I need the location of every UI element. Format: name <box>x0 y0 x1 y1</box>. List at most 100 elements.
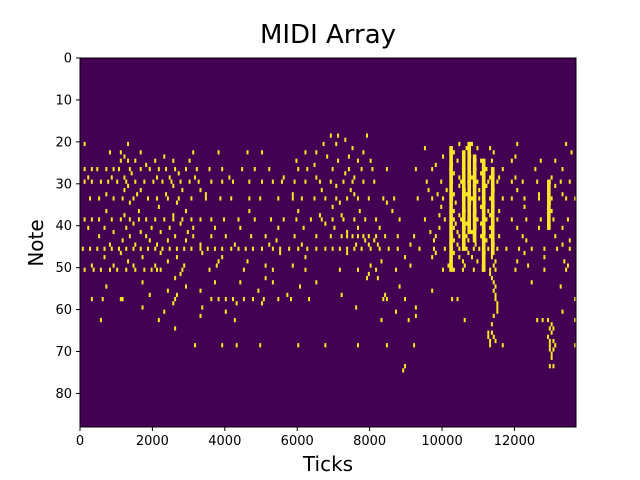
x-tick-label: 10000 <box>421 434 462 449</box>
note-cell <box>371 167 374 172</box>
note-cell <box>105 284 108 289</box>
note-cell <box>489 338 492 344</box>
note-cell <box>366 276 369 281</box>
note-cell <box>141 305 144 310</box>
note-cell <box>465 146 468 151</box>
note-cell <box>304 267 307 272</box>
note-cell <box>461 167 464 172</box>
note-cell <box>112 229 115 235</box>
note-cell <box>443 217 446 222</box>
note-cell <box>480 204 483 209</box>
note-cell <box>201 305 204 310</box>
note-cell <box>463 317 466 323</box>
note-cell <box>568 179 571 184</box>
note-cell <box>394 309 397 314</box>
note-cell <box>452 238 455 243</box>
note-cell <box>387 246 390 251</box>
note-cell <box>492 242 495 247</box>
note-cell <box>179 271 182 277</box>
y-tick-label: 80 <box>55 387 72 402</box>
note-cell <box>337 133 340 138</box>
note-cell <box>366 133 369 138</box>
note-cell <box>394 267 397 272</box>
note-cell <box>353 192 356 197</box>
note-cell <box>148 238 151 243</box>
note-cell <box>552 347 555 352</box>
note-cell <box>442 267 445 272</box>
note-cell <box>574 297 577 302</box>
note-cell <box>478 246 481 251</box>
note-cell <box>467 250 470 256</box>
note-cell <box>137 208 140 214</box>
note-cell <box>505 246 508 251</box>
note-cell <box>237 217 240 222</box>
note-cell <box>523 196 526 201</box>
note-cell <box>550 196 553 201</box>
note-cell <box>174 167 177 172</box>
note-cell <box>246 259 249 264</box>
note-cell <box>548 347 551 352</box>
note-cell <box>355 305 358 310</box>
note-cell <box>565 267 568 272</box>
note-cell <box>373 238 376 243</box>
note-cell <box>259 343 262 348</box>
note-cell <box>90 263 93 268</box>
note-cell <box>244 246 247 251</box>
note-cell <box>501 196 504 201</box>
note-cell <box>490 192 493 197</box>
note-cell <box>471 255 473 260</box>
note-cell <box>478 187 481 193</box>
note-cell <box>87 225 90 230</box>
plot-background <box>80 58 576 427</box>
note-cell <box>134 267 137 272</box>
note-cell <box>177 196 180 201</box>
note-cell <box>235 343 238 348</box>
note-cell <box>119 250 122 256</box>
note-cell <box>295 217 298 222</box>
note-cell <box>432 238 435 243</box>
note-cell <box>154 217 157 222</box>
note-cell <box>458 175 461 180</box>
note-cell <box>550 355 553 360</box>
note-cell <box>289 297 292 302</box>
note-cell <box>454 221 457 226</box>
note-cell <box>376 242 379 247</box>
note-cell <box>416 196 419 201</box>
note-cell <box>476 146 479 151</box>
note-cell <box>547 334 550 339</box>
note-cell <box>156 175 159 180</box>
note-cell <box>197 179 200 184</box>
note-cell <box>125 179 128 184</box>
note-cell <box>224 234 227 239</box>
note-cell <box>492 150 495 155</box>
note-cell <box>163 217 166 222</box>
note-cell <box>271 179 274 184</box>
note-cell <box>324 343 327 348</box>
note-cell <box>333 225 336 230</box>
note-cell <box>451 179 454 184</box>
note-cell <box>128 200 131 205</box>
note-cell <box>313 196 316 201</box>
note-cell <box>561 225 564 230</box>
note-cell <box>112 167 115 172</box>
note-cell <box>543 255 546 260</box>
note-cell <box>427 187 430 193</box>
note-cell <box>565 196 568 201</box>
note-cell <box>257 288 260 293</box>
note-cell <box>423 217 426 222</box>
note-cell <box>159 250 162 256</box>
note-cell <box>385 167 388 172</box>
note-cell <box>192 225 195 230</box>
note-cell <box>241 167 244 172</box>
note-cell <box>190 217 193 222</box>
note-cell <box>349 187 352 193</box>
note-cell <box>396 234 399 239</box>
note-cell <box>157 317 160 323</box>
note-cell <box>570 150 573 155</box>
note-cell <box>550 330 553 335</box>
note-cell <box>559 179 562 184</box>
note-cell <box>356 234 359 239</box>
note-cell <box>489 343 492 348</box>
note-cell <box>451 246 454 251</box>
note-cell <box>221 246 224 251</box>
